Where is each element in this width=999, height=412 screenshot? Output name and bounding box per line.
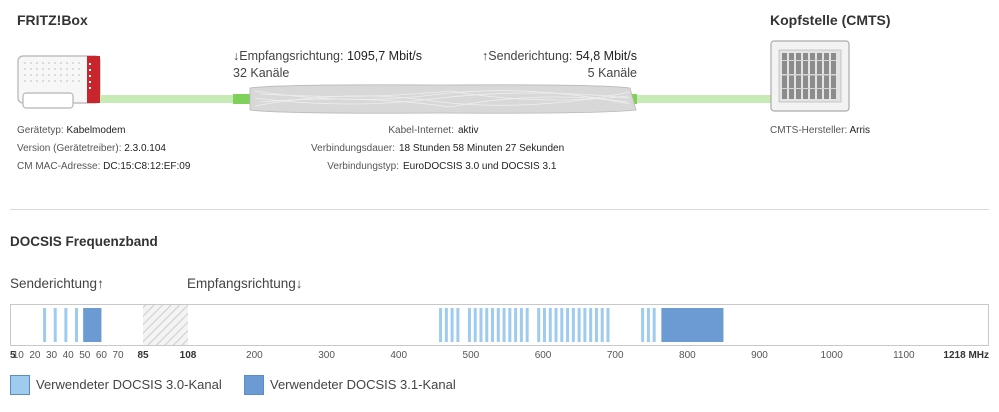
cmts-manufacturer-label: CMTS-Hersteller:	[770, 125, 848, 136]
cmts-info: CMTS-Hersteller: Arris	[770, 122, 870, 140]
band-section-title: DOCSIS Frequenzband	[10, 234, 158, 249]
upstream-channel-docsis31	[83, 308, 102, 342]
upstream-channel-docsis30	[43, 308, 47, 342]
downstream-channels: 32 Kanäle	[233, 66, 290, 80]
band-tick-up: 85	[137, 350, 149, 361]
section-divider	[10, 209, 989, 210]
downstream-channel-docsis30	[496, 308, 500, 342]
band-tick-down: 1218 MHz	[943, 350, 989, 361]
downstream-channel-docsis30	[508, 308, 512, 342]
band-tick-down: 108	[179, 350, 197, 361]
upstream-channels: 5 Kanäle	[587, 66, 637, 80]
downstream-channel-docsis30	[646, 308, 650, 342]
downstream-channel-docsis30	[583, 308, 587, 342]
band-tick-down: 800	[679, 350, 696, 361]
upstream-label: ↑Senderichtung:	[482, 49, 573, 63]
guard-band	[143, 305, 188, 345]
downstream-channel-docsis30	[577, 308, 581, 342]
downstream-rate-value: 1095,7 Mbit/s	[346, 49, 423, 63]
frequency-band-chart	[10, 304, 989, 346]
downstream-channel-docsis30	[560, 308, 564, 342]
legend-swatch-docsis31	[244, 375, 264, 395]
band-tick-up: 5	[10, 350, 16, 361]
upstream-rate: ↑Senderichtung: 54,8 Mbit/s 5 Kanäle	[437, 48, 637, 82]
upstream-channel-docsis30	[75, 308, 78, 342]
downstream-channel-docsis30	[467, 308, 471, 342]
info-row-devicetype: Gerätetyp: Kabelmodem	[17, 125, 126, 136]
downstream-channel-docsis30	[566, 308, 570, 342]
band-tick-up: 10	[12, 350, 24, 361]
band-tick-up: 70	[112, 350, 124, 361]
connection-info: Kabel-Internet: aktiv Verbindungsdauer: 18…	[250, 122, 670, 176]
device-info: Gerätetyp: Kabelmodem Version (Gerätetre…	[17, 122, 190, 176]
downstream-channel-docsis30	[571, 308, 575, 342]
upstream-band-label: Senderichtung↑	[10, 276, 104, 291]
connection-row-status: Kabel-Internet: aktiv	[388, 125, 479, 136]
downstream-rate: ↓Empfangsrichtung: 1095,7 Mbit/s 32 Kanä…	[233, 48, 433, 82]
downstream-channel-docsis30	[473, 308, 477, 342]
upstream-channel-docsis30	[53, 308, 57, 342]
downstream-channel-docsis30	[554, 308, 558, 342]
downstream-channel-docsis30	[537, 308, 541, 342]
info-row-driver-version: Version (Gerätetreiber): 2.3.0.104	[17, 143, 166, 154]
downstream-channel-docsis30	[439, 308, 443, 342]
downstream-channel-docsis30	[641, 308, 645, 342]
downstream-channel-docsis30	[485, 308, 489, 342]
downstream-channel-docsis30	[600, 308, 604, 342]
downstream-channel-docsis31	[661, 308, 724, 342]
downstream-label: ↓Empfangsrichtung:	[233, 49, 344, 63]
downstream-channel-docsis30	[514, 308, 518, 342]
band-tick-down: 500	[462, 350, 480, 361]
upstream-channel-docsis30	[64, 308, 68, 342]
band-tick-down: 1100	[893, 350, 915, 361]
router-icon	[17, 53, 102, 111]
cmts-manufacturer-value: Arris	[849, 125, 871, 136]
downstream-channel-docsis30	[491, 308, 495, 342]
connection-cable	[100, 82, 776, 116]
downstream-band-label: Empfangsrichtung↓	[187, 276, 303, 291]
band-tick-down: 400	[390, 350, 408, 361]
band-tick-up: 20	[29, 350, 41, 361]
legend-label-docsis30: Verwendeter DOCSIS 3.0-Kanal	[36, 377, 222, 392]
band-tick-up: 50	[79, 350, 91, 361]
band-tick-up: 30	[46, 350, 58, 361]
legend-swatch-docsis30	[10, 375, 30, 395]
fritzbox-title: FRITZ!Box	[17, 12, 88, 28]
band-tick-down: 900	[751, 350, 768, 361]
band-tick-down: 1000	[820, 350, 843, 361]
downstream-channel-docsis30	[652, 308, 656, 342]
cmts-title: Kopfstelle (CMTS)	[770, 12, 891, 28]
connection-row-type: Verbindungstyp: EuroDOCSIS 3.0 und DOCSIS…	[327, 161, 557, 172]
downstream-channel-docsis30	[479, 308, 483, 342]
upstream-rate-value: 54,8 Mbit/s	[575, 49, 637, 63]
downstream-channel-docsis30	[519, 308, 523, 342]
downstream-channel-docsis30	[594, 308, 598, 342]
band-tick-down: 200	[246, 350, 263, 361]
band-tick-down: 700	[606, 350, 624, 361]
downstream-channel-docsis30	[525, 308, 529, 342]
band-tick-up: 60	[95, 350, 107, 361]
downstream-channel-docsis30	[606, 308, 610, 342]
band-tick-up: 40	[62, 350, 74, 361]
connection-row-duration: Verbindungsdauer: 18 Stunden 58 Minuten 2…	[311, 143, 565, 154]
downstream-channel-docsis30	[502, 308, 506, 342]
info-row-mac: CM MAC-Adresse: DC:15:C8:12:EF:09	[17, 161, 191, 172]
band-tick-down: 300	[318, 350, 335, 361]
downstream-channel-docsis30	[589, 308, 593, 342]
downstream-channel-docsis30	[444, 308, 448, 342]
downstream-channel-docsis30	[548, 308, 552, 342]
downstream-channel-docsis30	[542, 308, 546, 342]
downstream-channel-docsis30	[456, 308, 460, 342]
legend-label-docsis31: Verwendeter DOCSIS 3.1-Kanal	[270, 377, 456, 392]
downstream-channel-docsis30	[450, 308, 454, 342]
cmts-server-icon	[770, 40, 850, 112]
band-tick-down: 600	[534, 350, 552, 361]
